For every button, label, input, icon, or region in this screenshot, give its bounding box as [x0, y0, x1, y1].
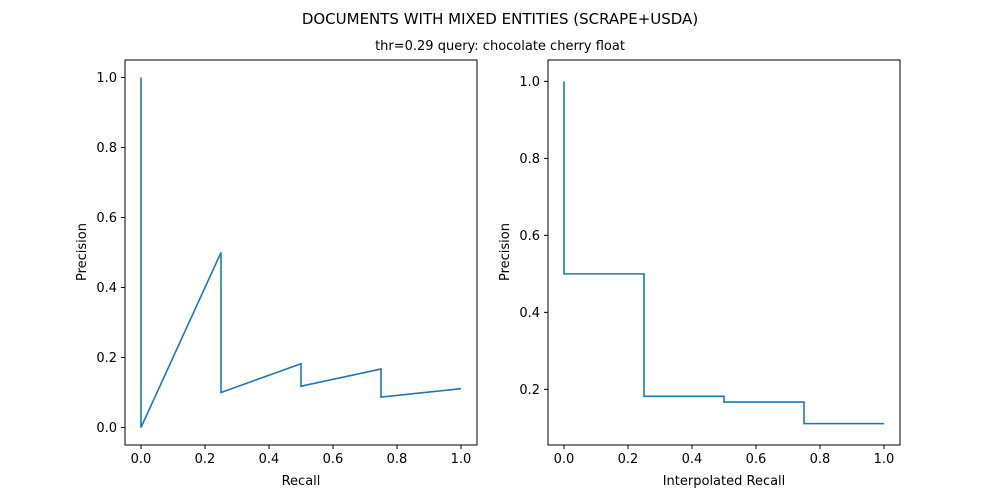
x-tick-label: 0.6: [323, 452, 344, 467]
y-tick-label: 1.0: [519, 75, 540, 90]
plot-frame: [124, 59, 478, 446]
y-tick-label: 0.2: [519, 383, 540, 398]
x-tick-label: 0.0: [131, 452, 152, 467]
x-tick-label: 0.8: [387, 452, 408, 467]
x-tick-label: 0.4: [682, 452, 703, 467]
figure-subtitle: thr=0.29 query: chocolate cherry float: [375, 39, 625, 54]
y-axis-label: Precision: [498, 223, 513, 281]
precision-series-line: [563, 81, 884, 425]
figure-title: DOCUMENTS WITH MIXED ENTITIES (SCRAPE+US…: [302, 10, 698, 28]
x-tick-label: 0.8: [810, 452, 831, 467]
precision-series-line: [140, 77, 462, 428]
x-axis-label: Recall: [282, 474, 321, 489]
x-tick-label: 0.0: [554, 452, 575, 467]
x-tick-label: 1.0: [451, 452, 472, 467]
x-tick-label: 0.4: [259, 452, 280, 467]
y-tick-label: 0.8: [96, 141, 117, 156]
x-axis-label: Interpolated Recall: [663, 474, 786, 489]
x-tick-label: 0.2: [618, 452, 639, 467]
y-tick-label: 0.8: [519, 152, 540, 167]
y-tick-label: 0.2: [96, 351, 117, 366]
y-tick-label: 0.6: [519, 229, 540, 244]
plot-frame: [547, 59, 901, 446]
y-tick-label: 0.4: [96, 281, 117, 296]
interpolated-recall-precision-plot: 0.0 0.2 0.4 0.6 0.8 1.0 0.2 0.4 0.6 0.8 1.0 Inter…: [498, 59, 901, 489]
y-tick-label: 0.6: [96, 211, 117, 226]
y-tick-label: 0.0: [96, 421, 117, 436]
x-tick-label: 0.2: [195, 452, 216, 467]
recall-precision-plot: 0.0 0.2 0.4 0.6 0.8 1.0 0.0 0.2 0.4 0.6 0.8 1.0 Re…: [75, 59, 478, 489]
y-tick-label: 0.4: [519, 306, 540, 321]
x-tick-label: 1.0: [874, 452, 895, 467]
y-axis-label: Precision: [75, 223, 90, 281]
y-tick-label: 1.0: [96, 71, 117, 86]
x-tick-label: 0.6: [746, 452, 767, 467]
